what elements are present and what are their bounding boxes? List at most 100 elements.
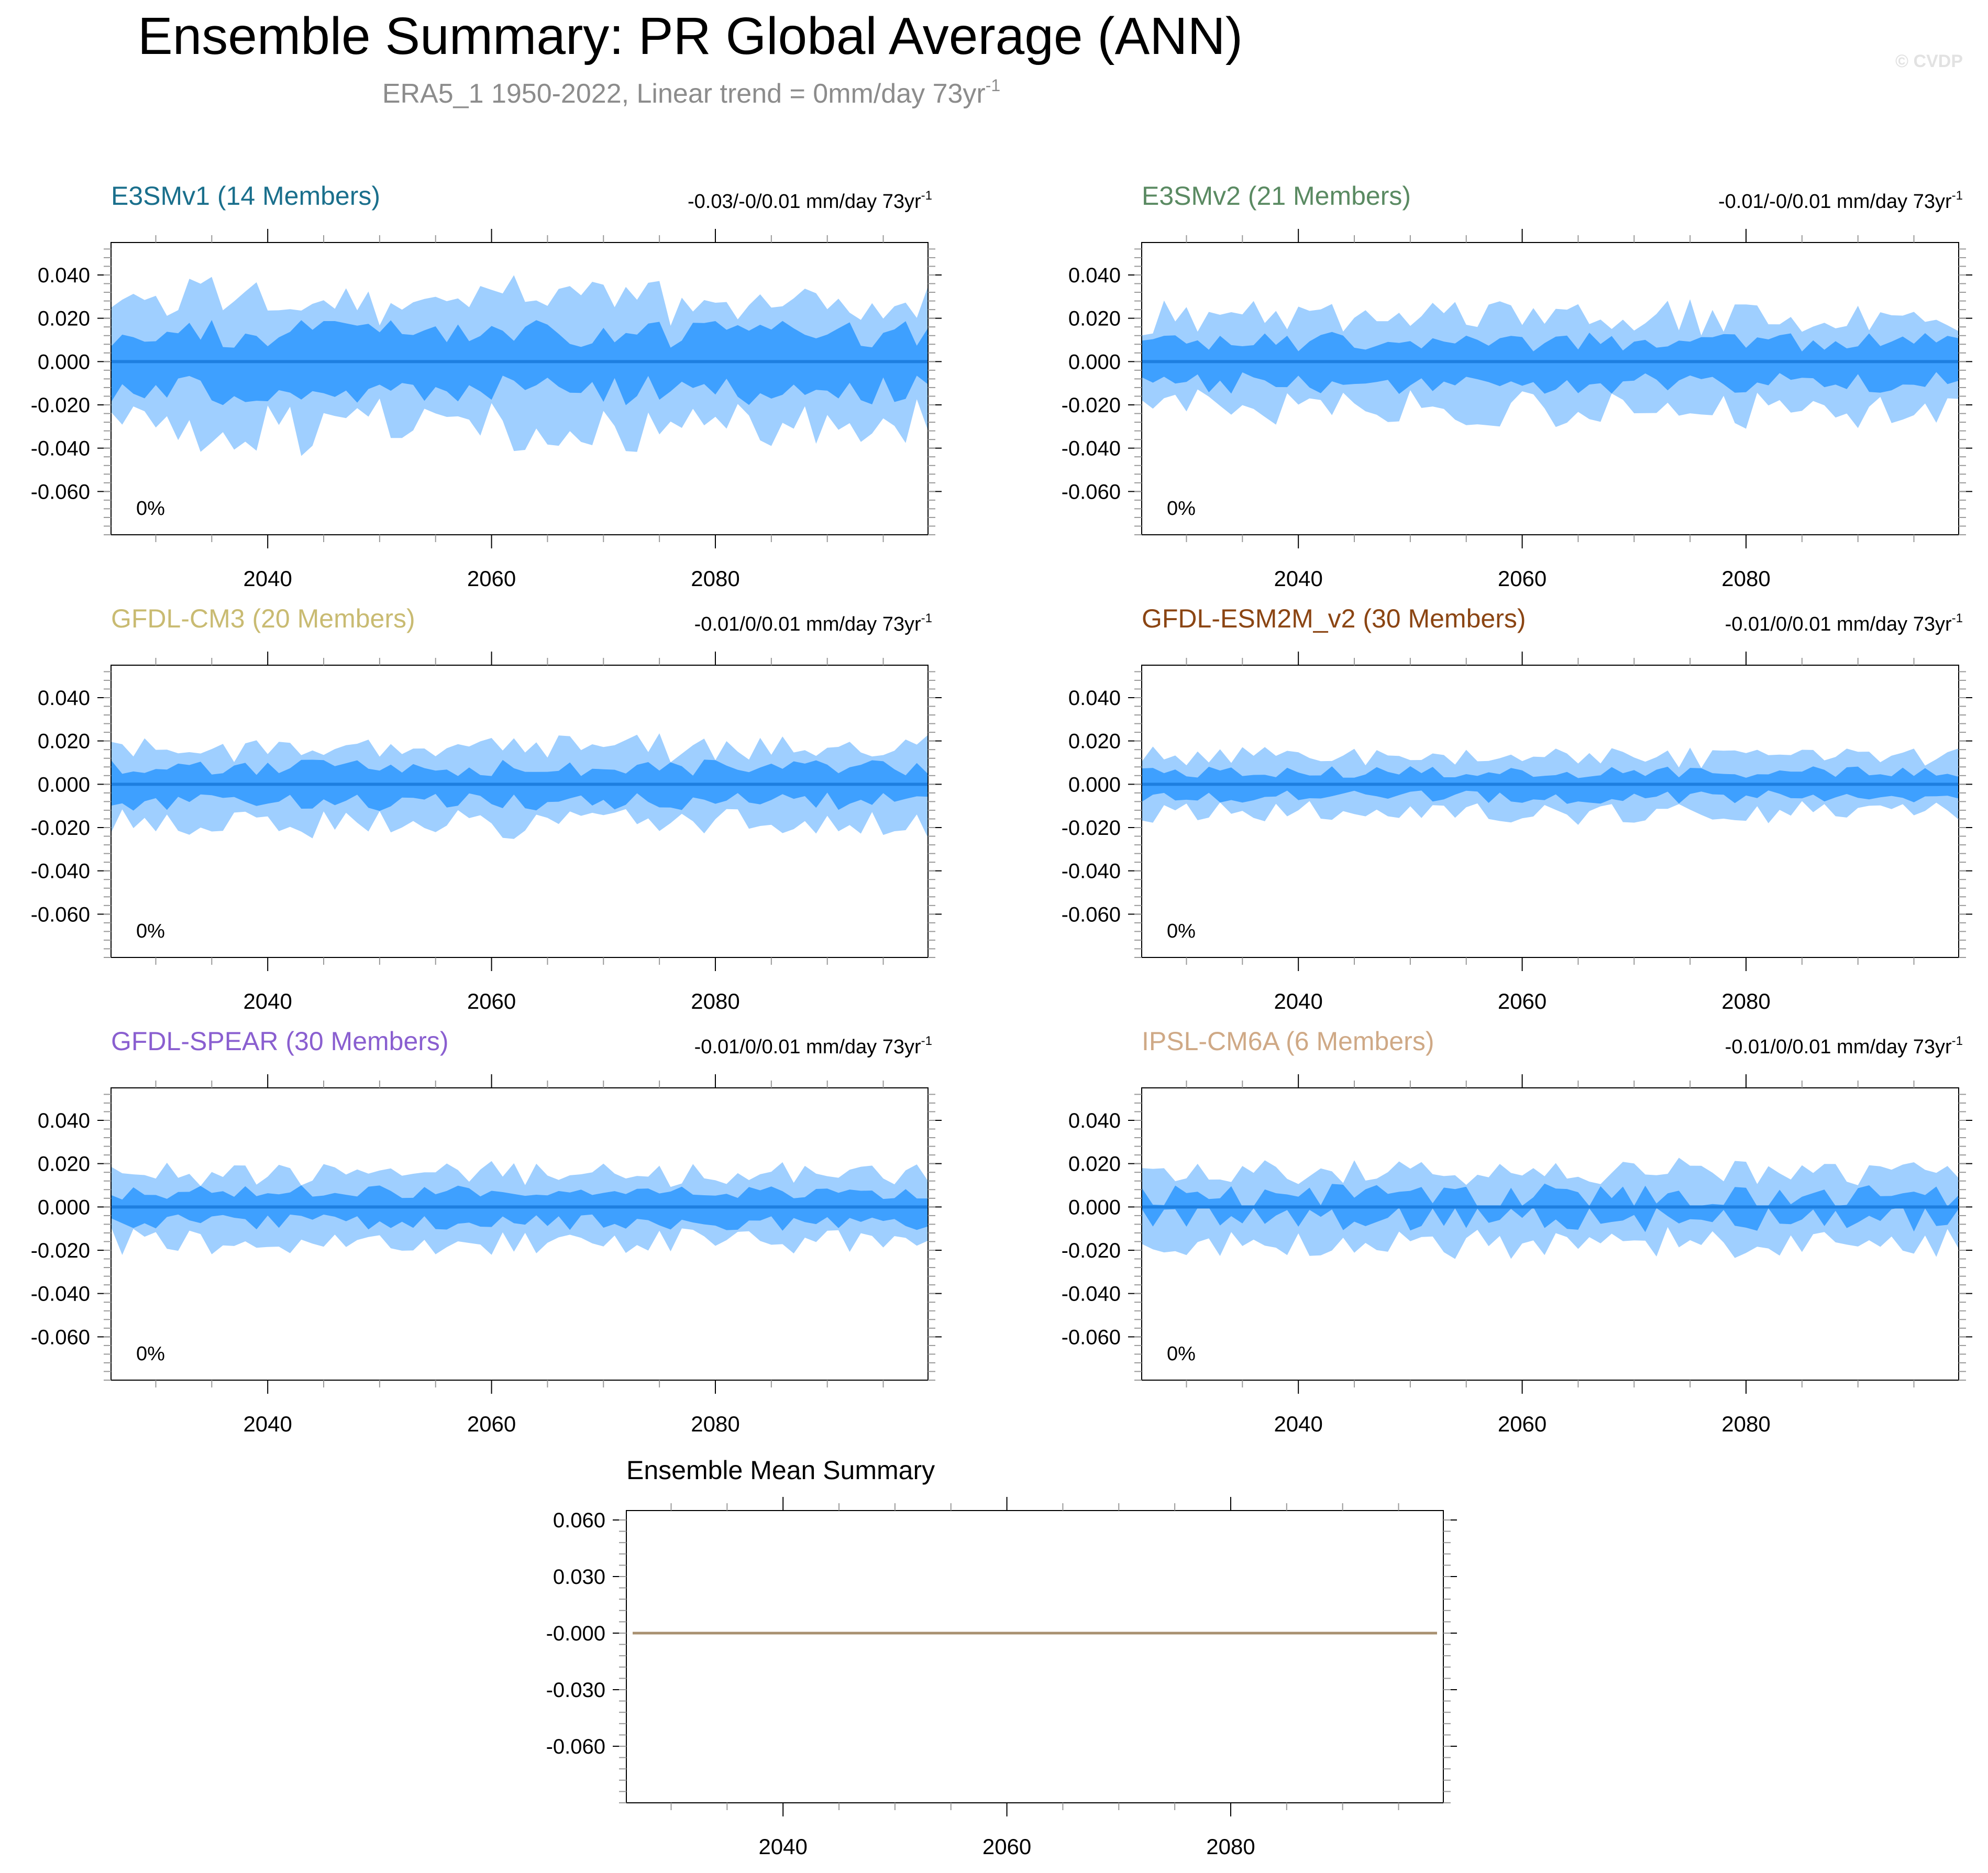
x-tick-label: 2080 — [1721, 989, 1770, 1013]
y-tick-label: 0.020 — [38, 307, 90, 330]
y-tick-label: -0.060 — [1062, 903, 1121, 926]
x-tick-label: 2040 — [758, 1834, 807, 1859]
x-tick-label: 2060 — [1498, 989, 1547, 1013]
x-tick-label: 2080 — [1721, 566, 1770, 591]
trend-label: -0.01/0/0.01 mm/day 73yr-1 — [694, 611, 932, 635]
panel-title: GFDL-ESM2M_v2 (30 Members) — [1142, 604, 1526, 633]
y-tick-label: -0.060 — [1062, 480, 1121, 503]
y-tick-label: -0.040 — [31, 1283, 90, 1306]
plot-area — [1142, 299, 1959, 429]
x-tick-label: 2040 — [243, 1412, 292, 1436]
y-tick-label: -0.040 — [1062, 437, 1121, 460]
trend-label-text: -0.01/0/0.01 mm/day 73yr — [694, 1036, 921, 1058]
panel-e3smv2: E3SMv2 (21 Members) -0.01/-0/0.01 mm/day … — [1062, 181, 1972, 591]
x-tick-label: 2040 — [1274, 566, 1322, 591]
panel-title: GFDL-CM3 (20 Members) — [111, 604, 415, 633]
y-tick-label: 0.000 — [1068, 350, 1121, 373]
percent-annotation: 0% — [1167, 1343, 1196, 1365]
panel-title: E3SMv2 (21 Members) — [1142, 181, 1411, 211]
trend-label-sup: -1 — [1952, 1034, 1963, 1048]
plot-area — [111, 275, 928, 456]
plot-frame — [111, 242, 929, 535]
x-tick-label: 2060 — [467, 989, 516, 1013]
y-tick-label: -0.060 — [1062, 1326, 1121, 1349]
y-tick-label: 0.020 — [38, 1153, 90, 1176]
trend-label: -0.01/-0/0.01 mm/day 73yr-1 — [1718, 189, 1963, 213]
panel-gfdl-spear: GFDL-SPEAR (30 Members) -0.01/0/0.01 mm/d… — [31, 1027, 942, 1436]
plot-frame — [111, 1087, 929, 1381]
panel-title: E3SMv1 (14 Members) — [111, 181, 380, 211]
y-tick-label: 0.000 — [38, 773, 90, 796]
y-tick-label: 0.000 — [1068, 773, 1121, 796]
y-tick-label: -0.000 — [546, 1622, 605, 1645]
y-tick-label: -0.060 — [546, 1735, 605, 1758]
trend-label-text: -0.01/-0/0.01 mm/day 73yr — [1718, 191, 1952, 213]
y-tick-label: 0.020 — [1068, 1153, 1121, 1176]
y-tick-label: 0.000 — [1068, 1196, 1121, 1219]
plot-area — [1142, 1158, 1959, 1259]
trend-label-text: -0.01/0/0.01 mm/day 73yr — [1725, 613, 1952, 635]
plot-area — [111, 733, 928, 839]
x-tick-label: 2080 — [691, 989, 739, 1013]
trend-label-sup: -1 — [921, 189, 932, 203]
trend-label-text: -0.03/-0/0.01 mm/day 73yr — [688, 191, 921, 213]
plot-frame — [1141, 665, 1959, 958]
y-tick-label: 0.040 — [1068, 1109, 1121, 1132]
x-tick-label: 2080 — [691, 1412, 739, 1436]
trend-label: -0.01/0/0.01 mm/day 73yr-1 — [1725, 611, 1963, 635]
y-tick-label: 0.040 — [1068, 687, 1121, 710]
plot-area — [111, 1161, 928, 1255]
percent-annotation: 0% — [136, 920, 165, 942]
y-tick-label: -0.020 — [1062, 394, 1121, 417]
watermark: © CVDP — [1895, 51, 1963, 71]
plot-frame — [111, 665, 929, 958]
figure-title: Ensemble Summary: PR Global Average (ANN… — [138, 7, 1243, 65]
plot-frame — [1141, 242, 1959, 535]
trend-label-text: -0.01/0/0.01 mm/day 73yr — [1725, 1036, 1952, 1058]
x-tick-label: 2040 — [243, 566, 292, 591]
x-tick-label: 2040 — [243, 989, 292, 1013]
plot-frame — [626, 1510, 1444, 1803]
x-tick-label: 2060 — [1498, 566, 1547, 591]
y-tick-label: -0.060 — [31, 480, 90, 503]
y-tick-label: 0.000 — [38, 350, 90, 373]
panels: E3SMv1 (14 Members) -0.03/-0/0.01 mm/day … — [31, 181, 1972, 1859]
y-tick-label: -0.060 — [31, 1326, 90, 1349]
panel-gfdl-cm3: GFDL-CM3 (20 Members) -0.01/0/0.01 mm/day… — [31, 604, 942, 1013]
panel-gfdl-esm2m-v2: GFDL-ESM2M_v2 (30 Members) -0.01/0/0.01 m… — [1062, 604, 1972, 1013]
trend-label-sup: -1 — [921, 1034, 932, 1048]
x-tick-label: 2040 — [1274, 1412, 1322, 1436]
x-tick-label: 2080 — [1721, 1412, 1770, 1436]
y-tick-label: -0.040 — [1062, 860, 1121, 883]
y-tick-label: -0.020 — [1062, 1239, 1121, 1262]
y-tick-label: 0.040 — [38, 687, 90, 710]
y-tick-label: -0.030 — [546, 1679, 605, 1702]
x-tick-label: 2080 — [1206, 1834, 1255, 1859]
percent-annotation: 0% — [1167, 920, 1196, 942]
x-tick-label: 2060 — [467, 566, 516, 591]
y-tick-label: 0.020 — [1068, 730, 1121, 753]
y-tick-label: 0.020 — [38, 730, 90, 753]
y-tick-label: 0.060 — [553, 1509, 605, 1532]
y-tick-label: -0.020 — [31, 817, 90, 840]
y-tick-label: 0.040 — [38, 1109, 90, 1132]
trend-label-sup: -1 — [921, 611, 932, 625]
x-tick-label: 2060 — [982, 1834, 1031, 1859]
panel-title: GFDL-SPEAR (30 Members) — [111, 1027, 449, 1056]
plot-frame — [1141, 1087, 1959, 1381]
percent-annotation: 0% — [1167, 498, 1196, 520]
y-tick-label: 0.020 — [1068, 307, 1121, 330]
y-tick-label: 0.030 — [553, 1566, 605, 1589]
figure-subtitle-text: ERA5_1 1950-2022, Linear trend = 0mm/day… — [382, 79, 986, 109]
trend-label-sup: -1 — [1952, 189, 1963, 203]
x-tick-label: 2060 — [467, 1412, 516, 1436]
y-tick-label: 0.040 — [1068, 264, 1121, 287]
x-tick-label: 2040 — [1274, 989, 1322, 1013]
x-tick-label: 2080 — [691, 566, 739, 591]
figure-subtitle: ERA5_1 1950-2022, Linear trend = 0mm/day… — [382, 76, 1000, 109]
panel-title: IPSL-CM6A (6 Members) — [1142, 1027, 1434, 1056]
panel-e3smv1: E3SMv1 (14 Members) -0.03/-0/0.01 mm/day … — [31, 181, 942, 591]
trend-label-text: -0.01/0/0.01 mm/day 73yr — [694, 613, 921, 635]
percent-annotation: 0% — [136, 1343, 165, 1365]
